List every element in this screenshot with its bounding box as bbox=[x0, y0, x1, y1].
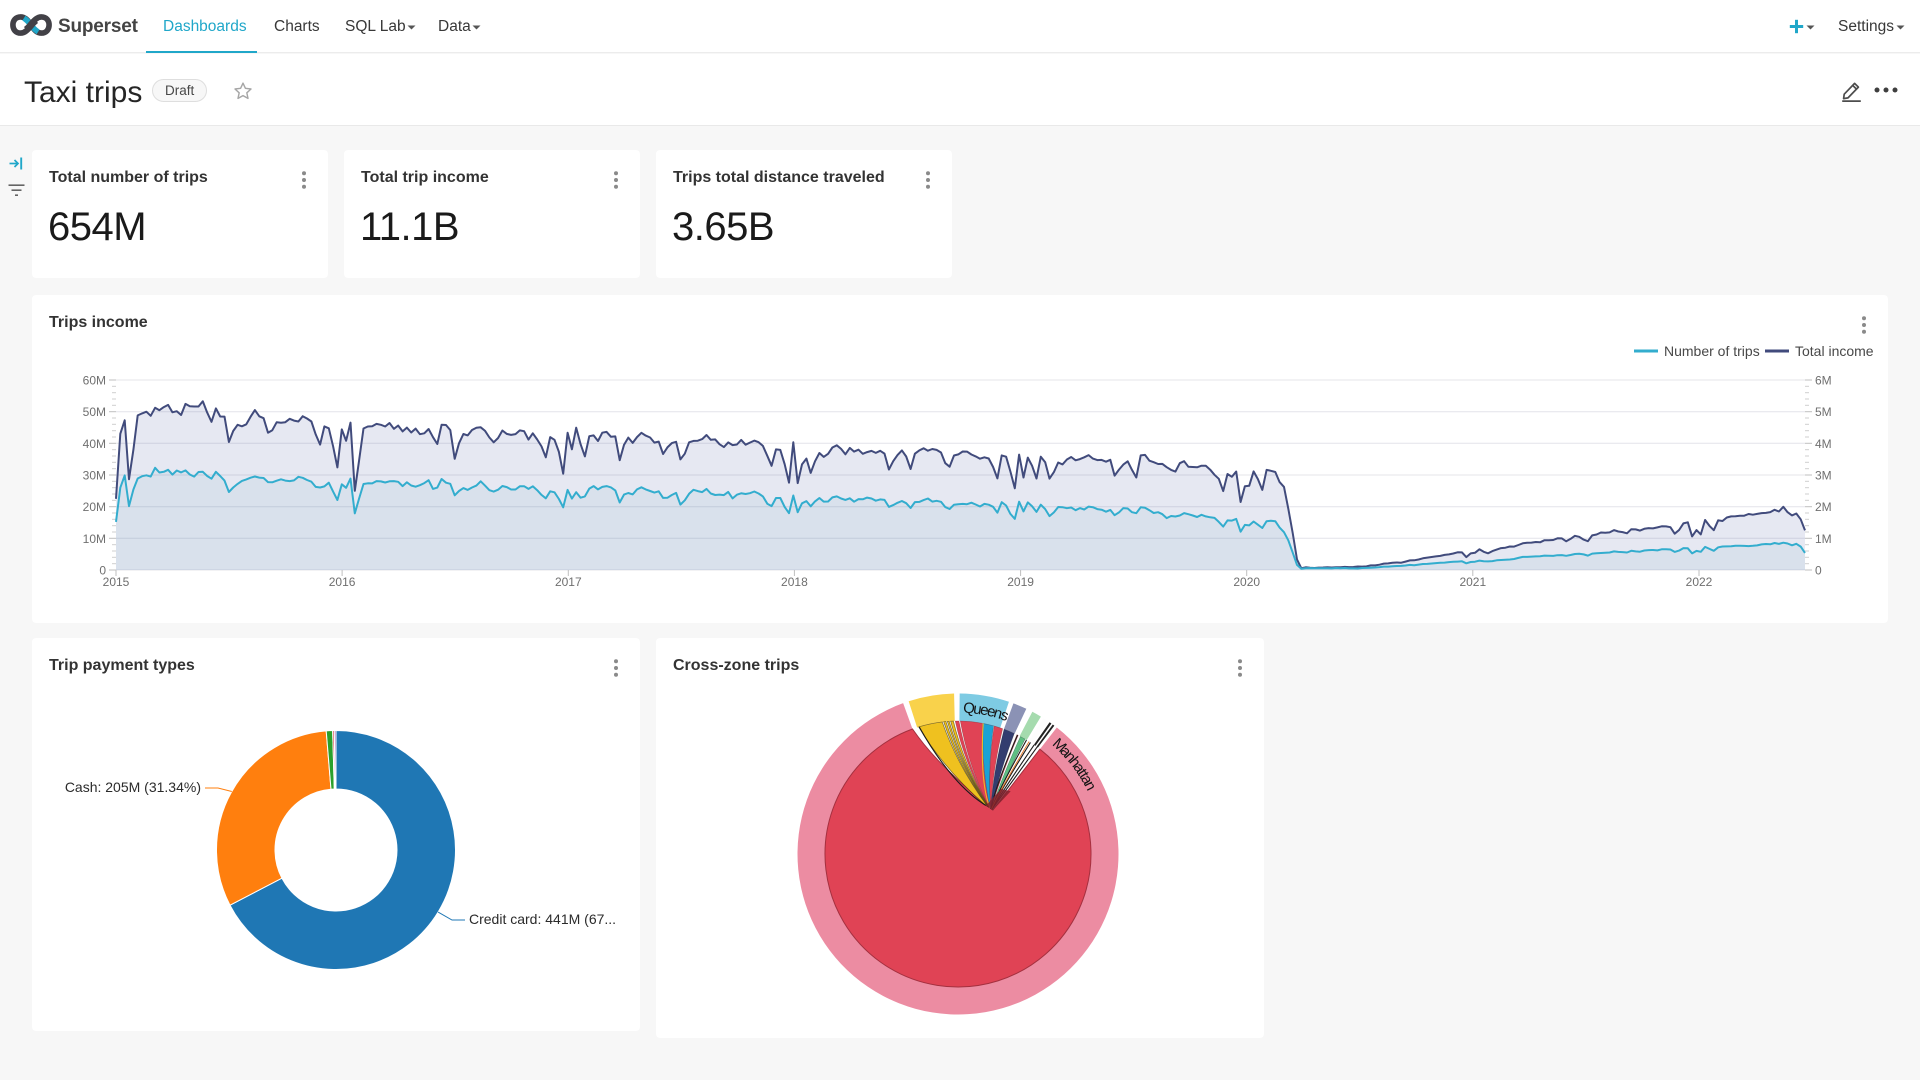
svg-text:0: 0 bbox=[1815, 564, 1822, 578]
svg-text:Q: Q bbox=[963, 699, 976, 717]
svg-text:1M: 1M bbox=[1815, 532, 1832, 546]
svg-text:2019: 2019 bbox=[1007, 575, 1034, 589]
svg-text:30M: 30M bbox=[83, 469, 106, 483]
svg-text:Total income: Total income bbox=[1795, 343, 1874, 359]
svg-text:2020: 2020 bbox=[1233, 575, 1260, 589]
svg-text:2016: 2016 bbox=[329, 575, 356, 589]
svg-text:2017: 2017 bbox=[555, 575, 582, 589]
svg-text:Credit card: 441M (67...: Credit card: 441M (67... bbox=[469, 911, 616, 927]
svg-text:2015: 2015 bbox=[103, 575, 130, 589]
svg-text:5M: 5M bbox=[1815, 405, 1832, 419]
svg-text:u: u bbox=[972, 700, 983, 718]
svg-text:10M: 10M bbox=[83, 532, 106, 546]
svg-text:e: e bbox=[979, 701, 990, 719]
svg-text:2022: 2022 bbox=[1686, 575, 1713, 589]
svg-text:0: 0 bbox=[99, 564, 106, 578]
svg-text:2M: 2M bbox=[1815, 500, 1832, 514]
svg-text:20M: 20M bbox=[83, 500, 106, 514]
svg-text:2018: 2018 bbox=[781, 575, 808, 589]
svg-text:40M: 40M bbox=[83, 437, 106, 451]
svg-text:Number of trips: Number of trips bbox=[1664, 343, 1760, 359]
svg-text:4M: 4M bbox=[1815, 437, 1832, 451]
svg-text:e: e bbox=[985, 703, 997, 721]
svg-text:Cash: 205M (31.34%): Cash: 205M (31.34%) bbox=[65, 779, 201, 795]
svg-text:60M: 60M bbox=[83, 374, 106, 388]
svg-text:3M: 3M bbox=[1815, 469, 1832, 483]
svg-text:2021: 2021 bbox=[1459, 575, 1486, 589]
svg-text:50M: 50M bbox=[83, 405, 106, 419]
svg-text:6M: 6M bbox=[1815, 374, 1832, 388]
